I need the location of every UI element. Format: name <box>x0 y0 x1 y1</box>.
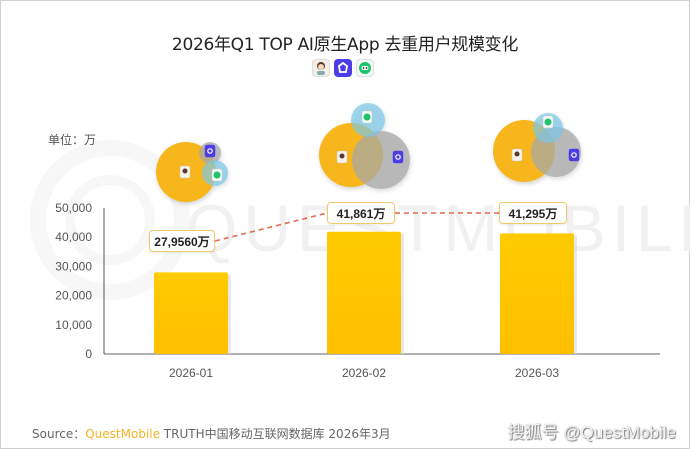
y-tick-label: 10,000 <box>55 318 92 332</box>
green-face <box>363 113 371 121</box>
yuanbao-glyph <box>395 154 401 160</box>
source-note: Source：QuestMobile TRUTH中国移动互联网数据库 2026年… <box>32 425 391 442</box>
data-label: 41,295万 <box>499 202 567 224</box>
green-face <box>544 118 552 126</box>
unit-label: 单位：万 <box>48 133 97 147</box>
venn-diagram <box>319 103 410 189</box>
bar <box>154 272 228 354</box>
y-tick-label: 0 <box>85 347 92 361</box>
bar <box>327 231 401 354</box>
source-text: TRUTH中国移动互联网数据库 2026年3月 <box>159 427 391 441</box>
source-brand: QuestMobile <box>85 427 160 441</box>
venn-diagram <box>493 113 581 182</box>
data-label: 41,861万 <box>327 202 395 224</box>
yuanbao-icon <box>392 150 404 164</box>
doubao-avatar-icon <box>312 59 330 77</box>
green-face <box>213 171 221 179</box>
kimi-green-face-icon <box>356 59 374 77</box>
y-tick-label: 40,000 <box>55 230 92 244</box>
yuanbao-glyph <box>571 152 577 158</box>
yuanbao-icon <box>568 148 580 162</box>
y-tick-label: 30,000 <box>55 259 92 273</box>
data-label: 27,9560万 <box>149 230 215 252</box>
yuanbao-icon <box>204 144 216 158</box>
y-tick-label: 20,000 <box>55 289 92 303</box>
source-prefix: Source： <box>32 427 86 441</box>
x-tick-label: 2026-03 <box>515 366 559 380</box>
yuanbao-icon <box>334 59 352 77</box>
trend-line-segment <box>214 212 328 242</box>
avatar-head <box>182 168 188 174</box>
x-tick-label: 2026-01 <box>169 366 213 380</box>
credit-watermark: 搜狐号 @QuestMobile <box>507 423 676 442</box>
x-tick-label: 2026-02 <box>342 366 386 380</box>
app-legend <box>312 59 374 77</box>
y-tick-label: 50,000 <box>55 201 92 215</box>
avatar-head <box>514 151 520 157</box>
watermark-logo <box>30 140 190 300</box>
chart-title: 2026年Q1 TOP AI原生App 去重用户规模变化 <box>171 35 519 55</box>
venn-circle-yuanbao <box>352 131 410 189</box>
yuanbao-glyph <box>207 148 213 154</box>
bar <box>500 233 574 354</box>
avatar-head <box>339 153 345 159</box>
